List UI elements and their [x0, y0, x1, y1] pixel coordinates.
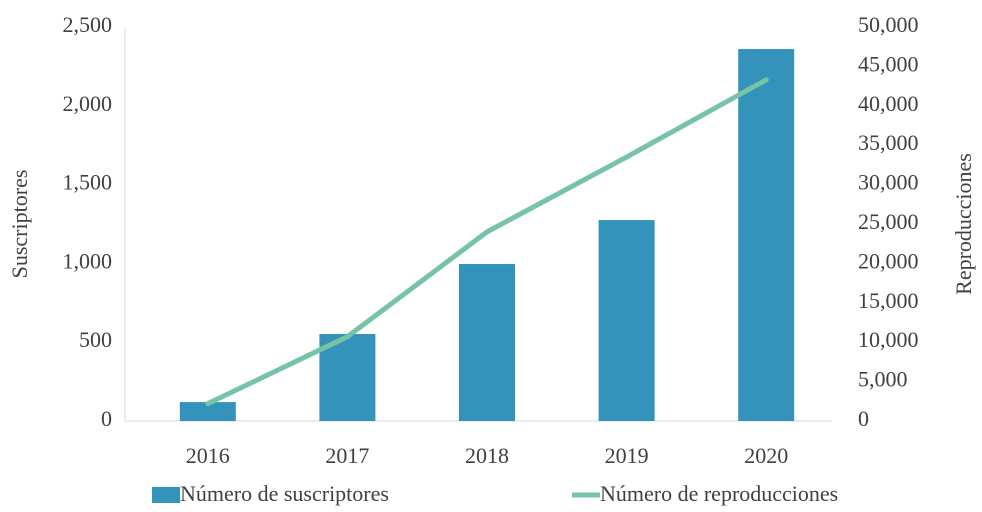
legend-label: Número de suscriptores	[180, 481, 389, 506]
y2-tick-label: 45,000	[858, 51, 919, 76]
legend-label: Número de reproducciones	[600, 481, 838, 506]
x-tick-label: 2017	[325, 443, 369, 468]
y2-tick-label: 40,000	[858, 91, 919, 116]
bar	[598, 220, 655, 421]
y-tick-label: 0	[101, 406, 112, 431]
y2-tick-label: 0	[858, 406, 869, 431]
y-tick-label: 1,500	[63, 170, 113, 195]
y2-tick-label: 10,000	[858, 327, 919, 352]
x-tick-label: 2020	[744, 443, 788, 468]
y2-tick-label: 30,000	[858, 170, 919, 195]
y2-tick-label: 50,000	[858, 12, 919, 37]
bar	[319, 334, 376, 421]
x-tick-label: 2018	[465, 443, 509, 468]
y2-tick-label: 15,000	[858, 288, 919, 313]
y-tick-label: 2,000	[63, 91, 113, 116]
legend-swatch	[152, 487, 180, 503]
y2-axis-label: Reproducciones	[951, 153, 976, 295]
y-tick-label: 500	[79, 327, 112, 352]
y2-tick-label: 35,000	[858, 130, 919, 155]
y-axis-label: Suscriptores	[7, 170, 32, 279]
bar	[459, 264, 515, 421]
line	[205, 77, 769, 407]
bar	[738, 49, 795, 422]
y-tick-label: 1,000	[63, 248, 113, 273]
x-tick-label: 2019	[605, 443, 649, 468]
x-tick-label: 2016	[186, 443, 230, 468]
y2-tick-label: 5,000	[858, 367, 908, 392]
bar	[179, 402, 236, 421]
y2-tick-label: 25,000	[858, 209, 919, 234]
y2-tick-label: 20,000	[858, 248, 919, 273]
y-tick-label: 2,500	[63, 12, 113, 37]
